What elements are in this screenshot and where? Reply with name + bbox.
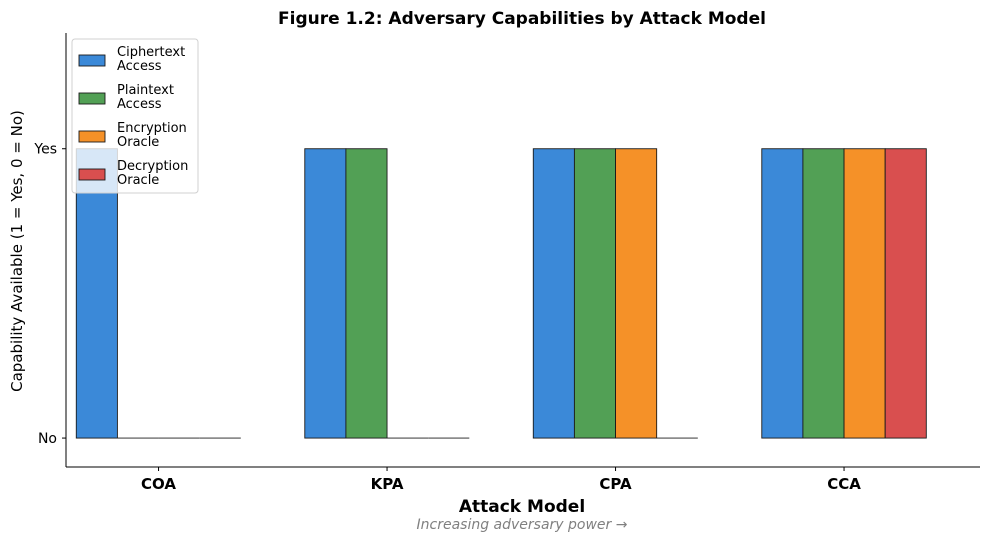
x-tick-label: COA: [141, 475, 176, 493]
bar-kpa-series-2: [345, 148, 388, 439]
x-tick-label: CCA: [827, 475, 861, 493]
bar-coa-series-1: [75, 148, 118, 439]
chart-title: Figure 1.2: Adversary Capabilities by At…: [278, 9, 766, 29]
axes: [65, 33, 980, 468]
legend-swatch: [78, 130, 106, 143]
legend-swatch: [78, 54, 106, 67]
legend: CiphertextAccessPlaintextAccessEncryptio…: [71, 38, 199, 194]
legend-label: Oracle: [117, 135, 159, 150]
bar-kpa-series-1: [304, 148, 347, 439]
bar-cca-series-1: [761, 148, 804, 439]
legend-label: Access: [117, 59, 162, 74]
legend-label: Decryption: [117, 159, 188, 174]
tick-labels: No Yes COA KPA CPA CCA: [33, 142, 861, 493]
x-tick-label: KPA: [371, 475, 404, 493]
y-tick-label: Yes: [33, 142, 57, 158]
bar-cca-series-3: [843, 148, 886, 439]
legend-label: Ciphertext: [117, 45, 185, 60]
bar-cpa-series-1: [532, 148, 575, 439]
x-axis-subtitle: Increasing adversary power →: [417, 517, 628, 533]
y-axis-label: Capability Available (1 = Yes, 0 = No): [8, 110, 26, 392]
bars-group: [75, 148, 927, 439]
legend-label: Oracle: [117, 173, 159, 188]
x-axis-label: Attack Model: [459, 497, 585, 517]
legend-label: Encryption: [117, 121, 187, 136]
legend-label: Access: [117, 97, 162, 112]
legend-box: [71, 38, 199, 194]
bar-cpa-series-2: [573, 148, 616, 439]
bar-cca-series-4: [884, 148, 927, 439]
bar-cpa-series-3: [615, 148, 658, 439]
legend-swatch: [78, 168, 106, 181]
bar-cca-series-2: [802, 148, 845, 439]
y-tick-label: No: [38, 431, 57, 447]
legend-swatch: [78, 92, 106, 105]
x-tick-label: CPA: [599, 475, 632, 493]
legend-label: Plaintext: [117, 83, 174, 98]
